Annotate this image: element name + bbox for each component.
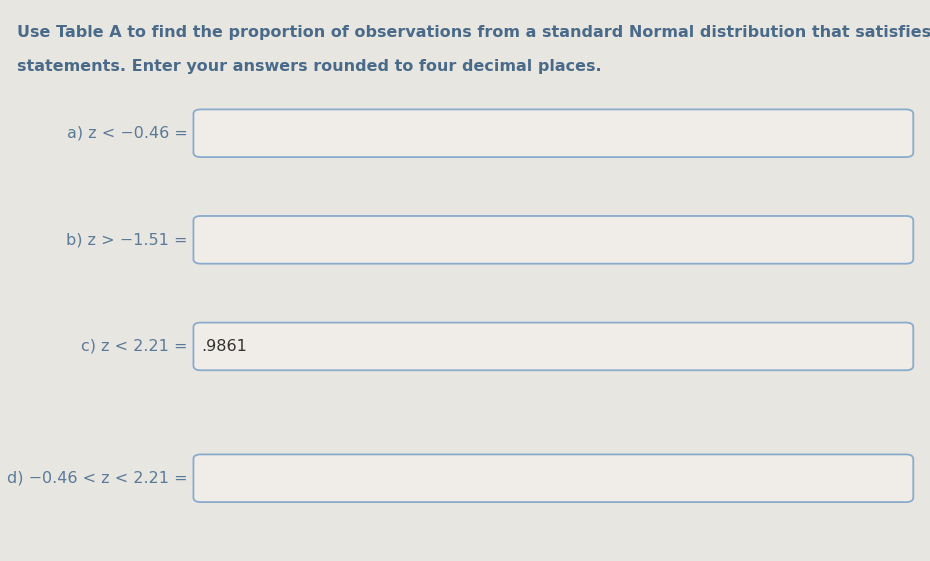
- Text: statements. Enter your answers rounded to four decimal places.: statements. Enter your answers rounded t…: [17, 59, 602, 74]
- Text: d) −0.46 < z < 2.21 =: d) −0.46 < z < 2.21 =: [7, 471, 188, 486]
- FancyBboxPatch shape: [193, 109, 913, 157]
- Text: b) z > −1.51 =: b) z > −1.51 =: [66, 232, 188, 247]
- FancyBboxPatch shape: [193, 216, 913, 264]
- FancyBboxPatch shape: [193, 454, 913, 502]
- FancyBboxPatch shape: [193, 323, 913, 370]
- Text: .9861: .9861: [201, 339, 246, 354]
- Text: a) z < −0.46 =: a) z < −0.46 =: [67, 126, 188, 141]
- Text: Use Table A to find the proportion of observations from a standard Normal distri: Use Table A to find the proportion of ob…: [17, 25, 930, 40]
- Text: c) z < 2.21 =: c) z < 2.21 =: [81, 339, 188, 354]
